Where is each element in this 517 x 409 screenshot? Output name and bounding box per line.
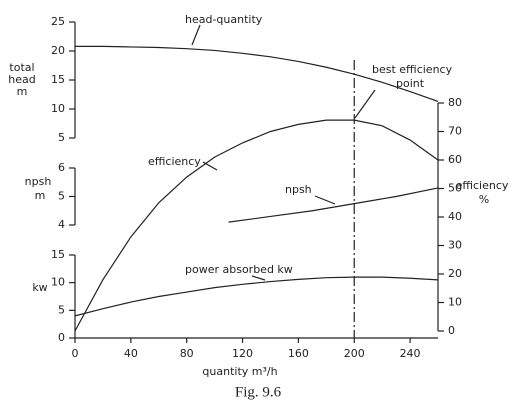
y-tick-label: 30 — [448, 239, 462, 252]
y-tick-label: 20 — [51, 44, 65, 57]
y-axis-label: m — [35, 189, 46, 202]
y-tick-label: 20 — [448, 267, 462, 280]
annotation: npsh — [285, 183, 312, 196]
annotation: point — [396, 77, 425, 90]
curve — [75, 45, 439, 103]
x-tick-label: 0 — [72, 347, 79, 360]
leader — [314, 195, 336, 205]
y-tick-label: 40 — [448, 210, 462, 223]
y-axis-label: head — [8, 73, 35, 86]
annotation: head-quantity — [185, 13, 263, 26]
x-tick-label: 160 — [288, 347, 309, 360]
y-axis-label: m — [17, 85, 28, 98]
y-tick-label: 25 — [51, 15, 65, 28]
y-tick-label: 15 — [51, 248, 65, 261]
y-tick-label: 80 — [448, 96, 462, 109]
x-tick-label: 40 — [124, 347, 138, 360]
y-tick-label: 0 — [448, 324, 455, 337]
y-tick-label: 4 — [58, 218, 65, 231]
leader — [191, 24, 201, 46]
x-tick-label: 120 — [232, 347, 253, 360]
y-tick-label: 60 — [448, 153, 462, 166]
y-axis-label: kw — [32, 281, 47, 294]
leader — [354, 89, 376, 119]
caption: Fig. 9.6 — [235, 384, 282, 400]
y-tick-label: 50 — [448, 182, 462, 195]
annotation: best efficiency — [372, 63, 453, 76]
y-tick-label: 5 — [58, 303, 65, 316]
y-tick-label: 5 — [58, 131, 65, 144]
annotation: power absorbed kw — [185, 263, 293, 276]
y-axis-label: % — [479, 193, 489, 206]
curve — [74, 276, 439, 317]
x-axis-label: quantity m³/h — [202, 365, 277, 378]
x-tick-label: 240 — [400, 347, 421, 360]
curve — [228, 187, 439, 223]
curve — [74, 119, 439, 332]
x-tick-label: 200 — [344, 347, 365, 360]
y-axis-label: efficiency — [456, 179, 509, 192]
leader — [251, 275, 266, 281]
y-tick-label: 5 — [58, 190, 65, 203]
leader — [202, 161, 218, 171]
y-axis-label: total — [9, 61, 34, 74]
y-tick-label: 0 — [58, 331, 65, 344]
y-tick-label: 10 — [51, 276, 65, 289]
y-tick-label: 6 — [58, 161, 65, 174]
y-tick-label: 10 — [51, 102, 65, 115]
y-tick-label: 70 — [448, 125, 462, 138]
y-tick-label: 10 — [448, 296, 462, 309]
x-tick-label: 80 — [180, 347, 194, 360]
y-axis-label: npsh — [25, 175, 52, 188]
annotation: efficiency — [148, 155, 201, 168]
y-tick-label: 15 — [51, 73, 65, 86]
